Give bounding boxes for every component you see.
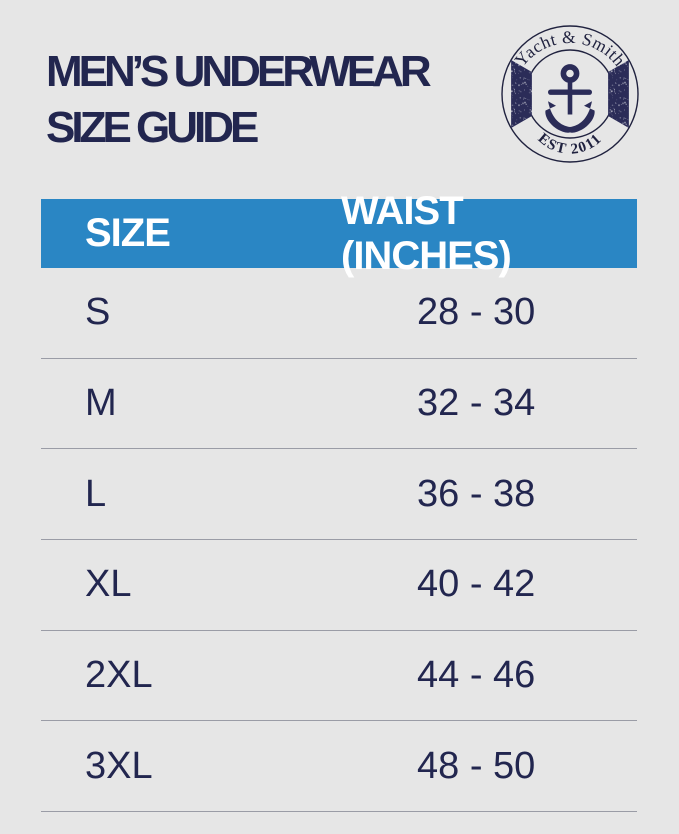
svg-text:EST 2011: EST 2011 bbox=[535, 130, 606, 157]
svg-text:Yacht & Smith: Yacht & Smith bbox=[510, 27, 630, 70]
